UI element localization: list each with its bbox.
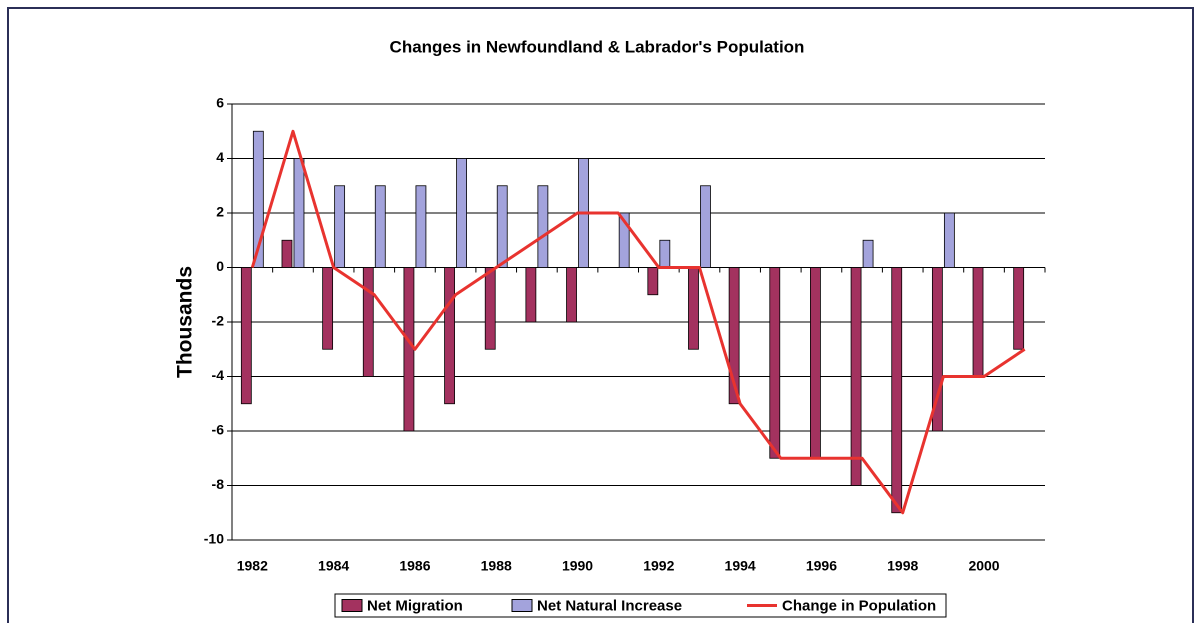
y-tick-label: -6 — [212, 422, 225, 438]
x-tick-label: 1988 — [481, 558, 512, 574]
y-tick-label: -10 — [204, 531, 224, 547]
bar — [252, 130, 264, 268]
bar — [537, 185, 549, 268]
legend-label: Change in Population — [782, 597, 936, 614]
x-tick-label: 1986 — [399, 558, 430, 574]
bar — [444, 267, 455, 405]
bar — [322, 267, 334, 350]
y-tick-label: 4 — [216, 149, 224, 165]
bar — [240, 267, 252, 405]
legend-label: Net Natural Increase — [537, 597, 682, 614]
line — [250, 129, 1026, 515]
bar — [415, 185, 427, 268]
y-axis-label: Thousands — [174, 266, 197, 378]
bar — [728, 267, 740, 405]
chart-frame — [7, 7, 1194, 623]
bar — [374, 185, 386, 268]
x-tick-label: 1984 — [318, 558, 349, 574]
y-tick-label: -2 — [212, 313, 225, 329]
legend-label: Net Migration — [367, 597, 463, 614]
y-tick-label: 6 — [216, 95, 224, 111]
bar — [293, 158, 305, 268]
bar — [810, 267, 821, 459]
bar — [647, 267, 659, 296]
bar — [972, 267, 984, 377]
bar — [496, 185, 508, 268]
bar — [484, 267, 496, 350]
legend-swatch — [511, 599, 533, 612]
bar — [525, 267, 537, 323]
bar — [456, 158, 467, 268]
x-tick-label: 1994 — [725, 558, 756, 574]
bar — [688, 267, 699, 350]
bar — [862, 239, 874, 268]
legend-box — [334, 593, 947, 618]
x-tick-label: 1998 — [887, 558, 918, 574]
x-tick-label: 1992 — [643, 558, 674, 574]
legend: Net Migration Net Natural Increase Change … — [334, 593, 947, 618]
bar — [618, 212, 630, 268]
bar — [403, 267, 415, 432]
x-tick-label: 2000 — [968, 558, 999, 574]
y-tick-label: -8 — [212, 476, 225, 492]
bar — [943, 212, 955, 268]
x-tick-label: 1996 — [806, 558, 837, 574]
y-tick-label: 2 — [216, 204, 224, 220]
bar — [362, 267, 374, 377]
bar — [659, 239, 671, 268]
x-tick-label: 1990 — [562, 558, 593, 574]
bar — [700, 185, 711, 268]
bar — [850, 267, 862, 486]
x-tick-label: 1982 — [237, 558, 268, 574]
chart-title: Changes in Newfoundland & Labrador's Pop… — [390, 37, 805, 56]
bar — [769, 267, 781, 459]
bar — [931, 267, 943, 432]
y-tick-label: -4 — [212, 367, 225, 383]
bar — [281, 239, 293, 268]
bar — [891, 267, 903, 514]
bar — [566, 267, 577, 323]
bar — [1013, 267, 1025, 350]
legend-swatch — [341, 599, 363, 612]
y-tick-label: 0 — [216, 258, 224, 274]
bar — [334, 185, 346, 268]
